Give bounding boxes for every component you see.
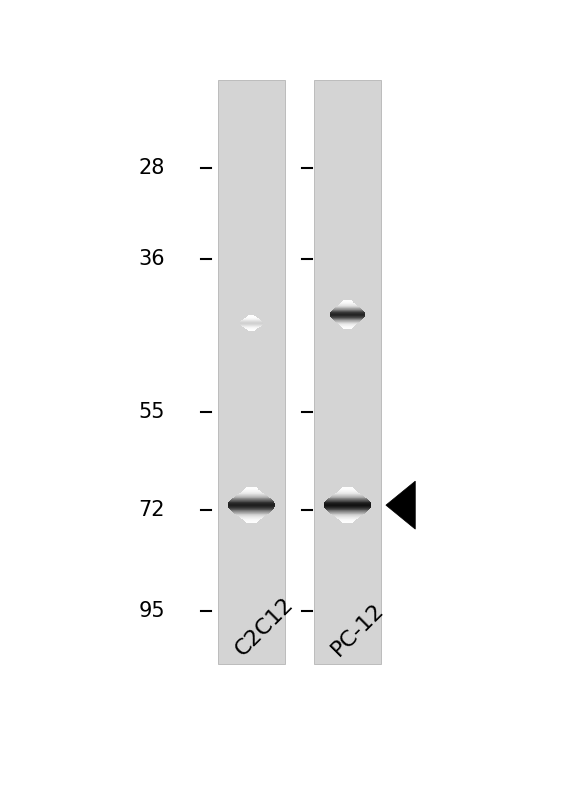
Text: 95: 95 (138, 601, 165, 621)
Polygon shape (386, 481, 415, 529)
Text: 28: 28 (138, 158, 165, 178)
Bar (218, 80, 285, 664)
Text: 36: 36 (138, 249, 165, 269)
Text: 55: 55 (138, 402, 165, 422)
Text: 72: 72 (138, 500, 165, 520)
Bar (314, 80, 381, 664)
Text: PC-12: PC-12 (328, 600, 388, 660)
Text: C2C12: C2C12 (232, 594, 298, 660)
